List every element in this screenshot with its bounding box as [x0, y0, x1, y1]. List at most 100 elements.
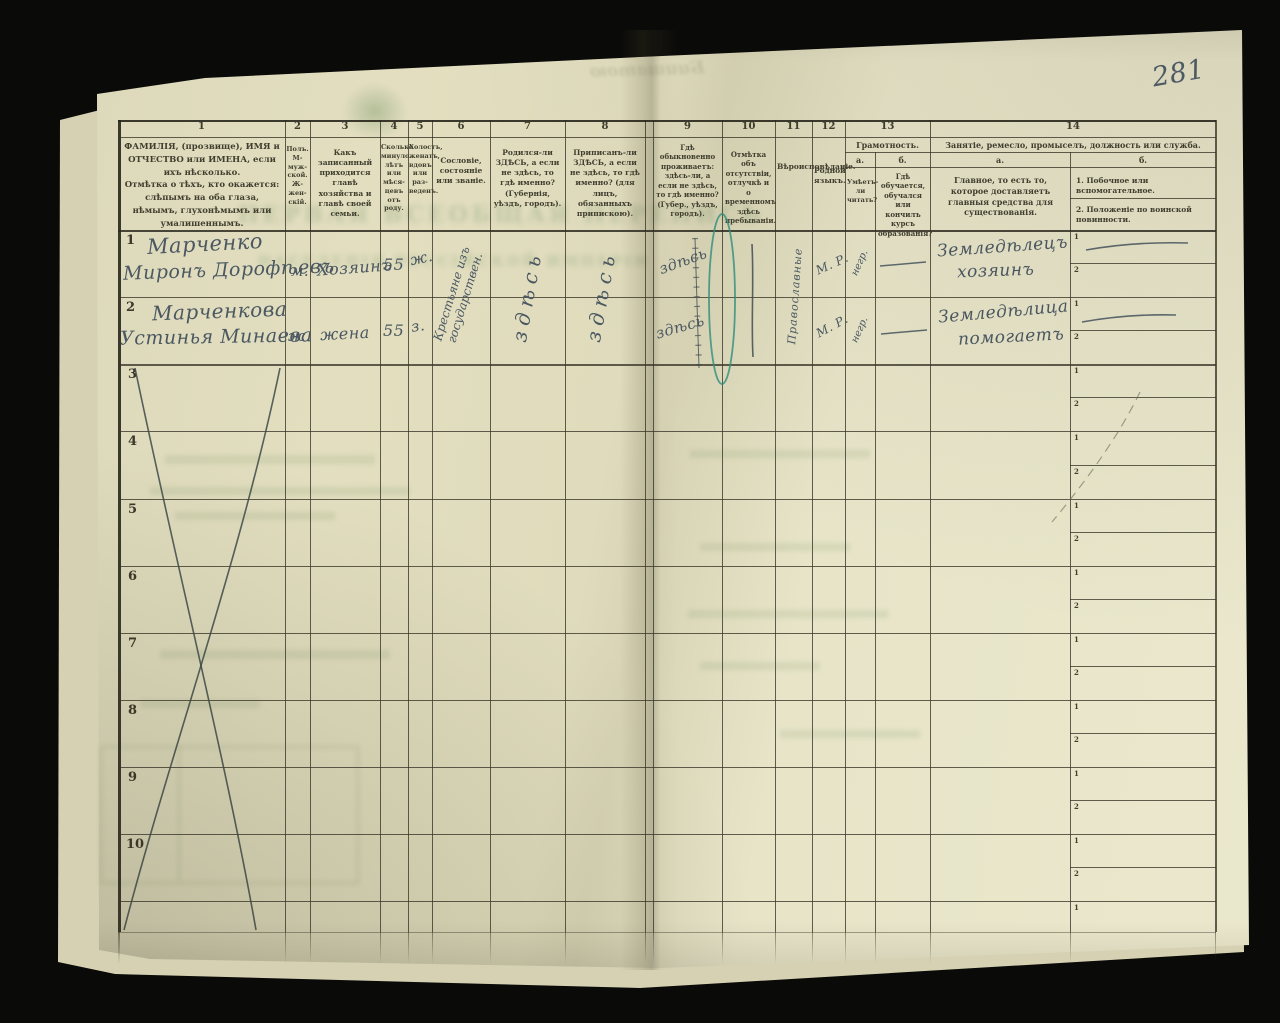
grid-vline-fade: [775, 932, 776, 964]
row-number: 1: [126, 234, 135, 247]
subcell-label: 1: [1074, 636, 1079, 643]
row-number: 10: [126, 838, 144, 851]
grid-hline: [118, 700, 1216, 701]
hatched-mark: [694, 237, 700, 369]
subcell-label: 2: [1074, 669, 1079, 676]
subcell-label: 2: [1074, 535, 1079, 542]
row-number: 4: [128, 435, 137, 448]
grid-vline: [645, 120, 646, 932]
grid-vline-fade: [118, 932, 120, 964]
header-col7: Родился-ли ЗДѢСЬ, а если не здѣсь, то гд…: [493, 148, 562, 209]
ghost-text-bar: [150, 487, 410, 495]
grid-hline: [118, 297, 1216, 298]
grid-vline: [1070, 152, 1071, 932]
col-number: 12: [812, 122, 845, 132]
header-col1-line2: Отмѣтка о тѣхъ, кто окажется: слѣпымъ на…: [125, 180, 279, 228]
grid-vline: [1215, 120, 1217, 932]
subcell-label: 1: [1074, 233, 1079, 240]
grid-vline: [118, 120, 121, 932]
grid-vline-fade: [285, 932, 286, 964]
subcell-label: 1: [1074, 904, 1079, 911]
grid-hline: [118, 364, 1216, 366]
grid-vline: [408, 120, 409, 932]
col-number: 10: [722, 122, 775, 132]
grid-vline-fade: [408, 932, 409, 964]
grid-hline: [845, 152, 1216, 153]
header-col13b: Гдѣ обучается, обучался или кончилъ курс…: [878, 172, 932, 238]
grid-hline: [1070, 330, 1216, 331]
grid-hline: [118, 633, 1216, 634]
ghost-text-bar: [165, 455, 375, 464]
header-sub-a: а.: [845, 155, 875, 166]
ghost-text-bar: [700, 662, 820, 670]
grid-hline: [1070, 733, 1216, 734]
row-number: 2: [126, 301, 135, 314]
grid-hline: [845, 167, 1216, 168]
grid-vline-fade: [812, 932, 813, 964]
col-number: 3: [310, 122, 380, 132]
grid-vline-fade: [845, 932, 846, 964]
grid-hline: [1070, 198, 1216, 199]
subcell-label: 1: [1074, 300, 1079, 307]
grid-hline: [1070, 666, 1216, 667]
grid-vline: [565, 120, 566, 932]
grid-hline: [118, 767, 1216, 768]
grid-vline: [930, 120, 931, 932]
grid-hline: [1070, 397, 1216, 398]
dash-mark: [879, 261, 927, 267]
header-col13a: Умѣетъ- ли читать?: [847, 178, 878, 204]
header-col2: Полъ. М-муж- ской. Ж-жен- скій.: [286, 145, 309, 206]
grid-vline-fade: [565, 932, 566, 964]
grid-vline-fade: [310, 932, 311, 964]
col-number: 6: [432, 122, 490, 132]
header-col14b2: 2. Положеніе по воинской повинности.: [1076, 205, 1211, 225]
grid-vline: [875, 152, 876, 932]
header-col1-line1: ФАМИЛІЯ, (прозвище), ИМЯ и ОТЧЕСТВО или …: [124, 142, 280, 178]
col-number: 11: [775, 122, 812, 132]
header-col14a: Главное, то есть то, которое доставляетъ…: [938, 175, 1063, 218]
entry-age: 55: [383, 321, 404, 340]
grid-vline-fade: [722, 932, 723, 964]
row-number: 3: [128, 368, 137, 381]
col-number: 13: [845, 122, 930, 132]
subcell-label: 1: [1074, 703, 1079, 710]
ghost-text-bar: [688, 610, 888, 618]
grid-vline-fade: [645, 932, 646, 964]
col-number: 2: [285, 122, 310, 132]
grid-vline-fade: [1215, 932, 1216, 964]
grid-vline: [380, 120, 381, 932]
subcell-label: 2: [1074, 266, 1079, 273]
grid-hline: [118, 230, 1216, 232]
grid-vline-fade: [1070, 932, 1071, 964]
ghost-title-line1: ПЕРВАЯ ВСЕОБЩАЯ ПЕРЕПИСЬ: [238, 202, 764, 228]
subcell-label: 1: [1074, 837, 1079, 844]
subcell-label: 1: [1074, 770, 1079, 777]
header-col13-title: Грамотность.: [845, 140, 930, 151]
dash-mark: [1085, 241, 1189, 251]
subcell-label: 2: [1074, 736, 1079, 743]
pencil-diagonal-mark: [1051, 391, 1141, 523]
row-number: 5: [128, 503, 137, 516]
grid-vline: [490, 120, 491, 932]
col-number: 5: [408, 122, 432, 132]
ghost-table-frame: [100, 746, 359, 884]
row-number: 8: [128, 704, 137, 717]
header-sub-b2: б.: [1070, 155, 1216, 166]
grid-vline-fade: [875, 932, 876, 964]
entry-sex: м.: [291, 262, 309, 280]
entry-age: 55: [383, 255, 404, 274]
grid-hline: [118, 120, 1216, 122]
header-col5: Холостъ, женатъ, вдовъ или раз- веденъ.: [409, 143, 443, 196]
subcell-label: 2: [1074, 803, 1079, 810]
row-number: 7: [128, 637, 137, 650]
row-number: 9: [128, 771, 137, 784]
header-col4: Сколько минуло лѣтъ или мѣся- цевъ отъ р…: [381, 143, 413, 213]
subcell-label: 1: [1074, 569, 1079, 576]
subcell-label: 2: [1074, 333, 1079, 340]
header-col9: Гдѣ обыкновенно проживаетъ: здѣсь-ли, а …: [656, 143, 719, 219]
subcell-label: 2: [1074, 468, 1079, 475]
cancel-cross-line: [134, 367, 257, 931]
row-number: 6: [128, 570, 137, 583]
page-fold-shadow: [620, 30, 678, 970]
